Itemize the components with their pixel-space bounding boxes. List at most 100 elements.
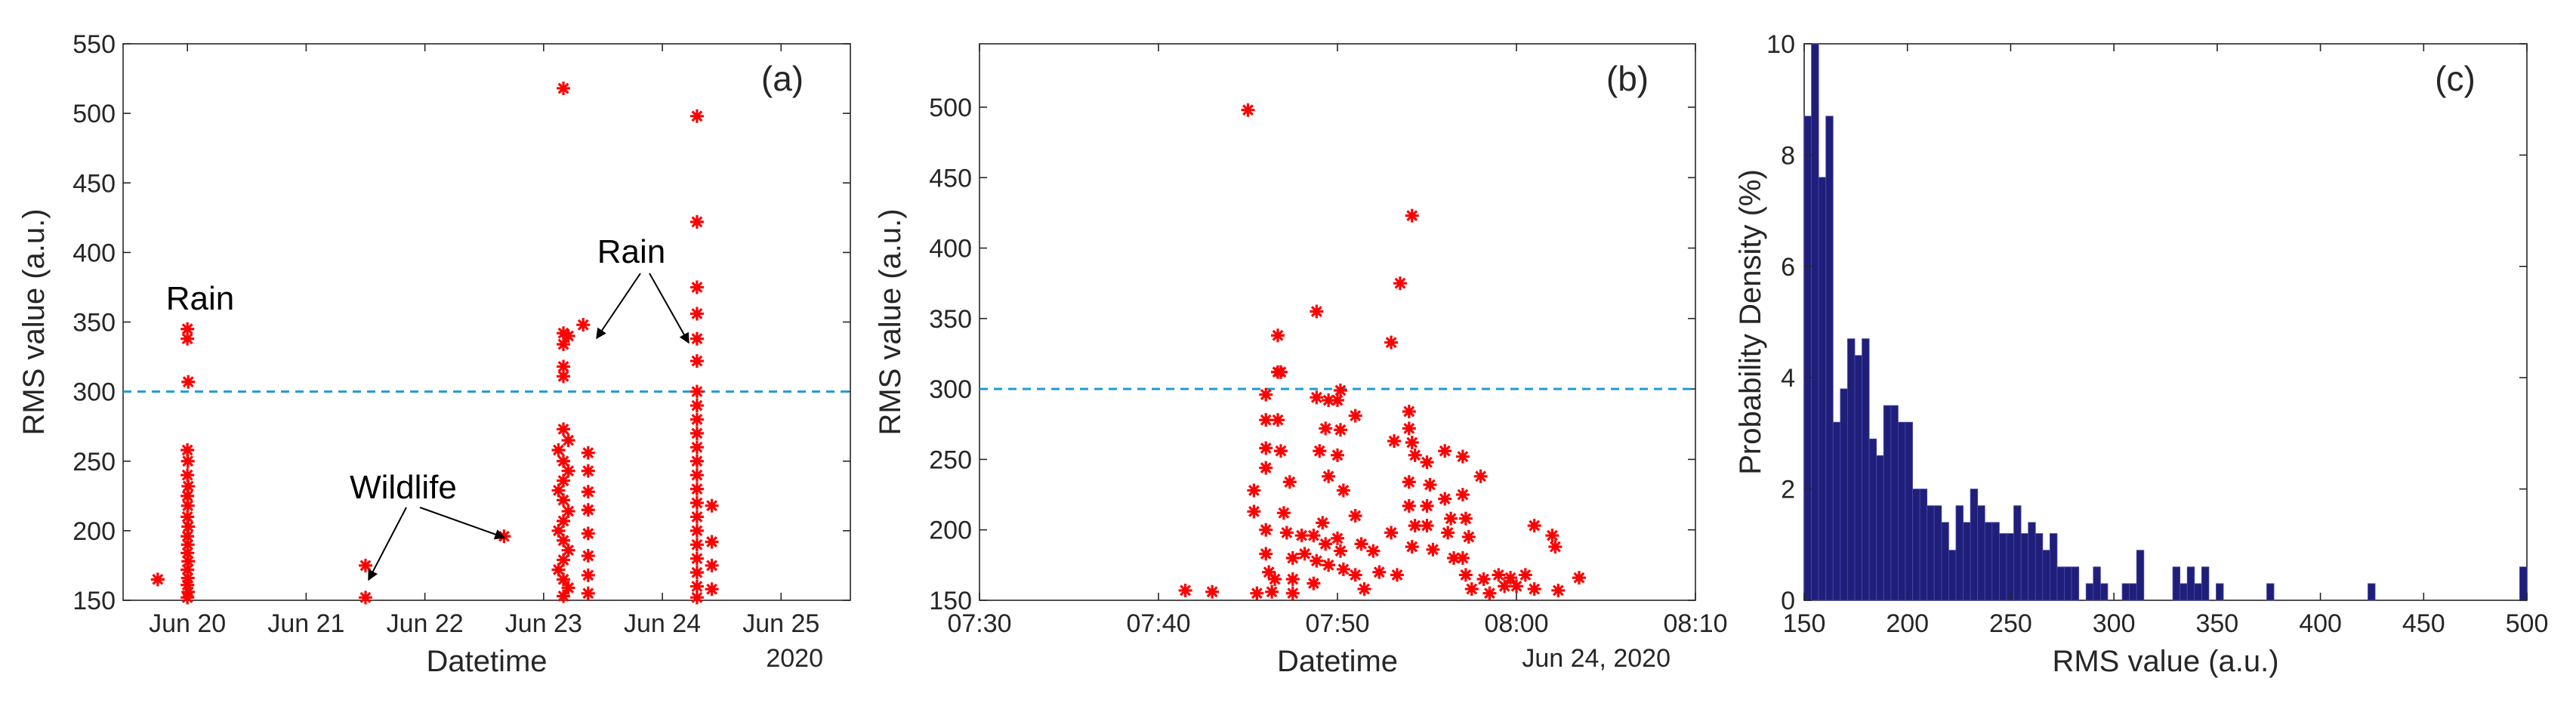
data-point	[1331, 531, 1344, 545]
data-point	[1310, 390, 1324, 405]
data-point	[180, 498, 195, 513]
y-axis-label: RMS value (a.u.)	[874, 208, 907, 435]
data-point	[180, 443, 195, 458]
panel-c: 0 2 4 6 8 10 150 200 250 300 350 400 450 500 (c) RMS va…	[1734, 30, 2548, 678]
data-point	[557, 513, 571, 528]
data-point	[1464, 582, 1479, 597]
y-axis-label: RMS value (a.u.)	[17, 208, 51, 435]
data-point	[1259, 413, 1273, 427]
data-point	[557, 454, 571, 468]
data-point	[1402, 421, 1416, 436]
data-point	[181, 479, 196, 493]
histogram-bar	[1919, 489, 1928, 601]
data-point	[690, 566, 704, 580]
y-tick-label: 200	[929, 516, 972, 545]
panel-label: (c)	[2435, 59, 2476, 98]
panel-a-plot-frame	[122, 43, 851, 601]
histogram-bar	[1905, 421, 1913, 601]
data-point	[1259, 441, 1273, 455]
data-point	[1307, 529, 1321, 543]
data-point	[1265, 584, 1279, 599]
data-point	[1527, 519, 1541, 533]
data-point	[1271, 413, 1285, 427]
x-tick-label: 07:50	[1305, 609, 1369, 638]
y-tick-label: 150	[72, 587, 116, 615]
histogram-bar	[2093, 566, 2101, 601]
data-point	[180, 546, 195, 560]
x-axis-label: Datetime	[426, 645, 547, 678]
data-point	[1458, 568, 1473, 582]
x-tick-label: 07:30	[947, 609, 1011, 638]
data-point	[181, 375, 196, 389]
data-point	[1271, 328, 1285, 343]
data-point	[1205, 584, 1220, 599]
data-point	[1336, 483, 1350, 498]
data-point	[1241, 103, 1255, 117]
histogram-bar	[2020, 533, 2029, 601]
histogram-bar	[2121, 583, 2130, 601]
data-point	[581, 549, 595, 563]
data-point	[1473, 469, 1488, 483]
data-point	[1444, 511, 1458, 526]
data-point	[180, 529, 195, 544]
data-point	[1455, 488, 1470, 502]
annotation-arrow	[419, 507, 506, 540]
histogram-bar	[1941, 522, 1949, 601]
data-point	[1455, 449, 1470, 464]
data-point	[1262, 565, 1276, 579]
data-point	[1372, 565, 1387, 579]
histogram-bar	[1818, 177, 1827, 601]
data-point	[581, 586, 595, 600]
data-point	[1384, 526, 1399, 540]
data-point	[1331, 448, 1344, 462]
data-point	[581, 568, 595, 582]
data-point	[690, 482, 704, 496]
data-point	[1408, 448, 1422, 462]
data-point	[576, 318, 591, 332]
panel-label: (b)	[1606, 59, 1649, 98]
x-tick-label: Jun 20	[149, 609, 226, 638]
histogram-bar	[1840, 388, 1848, 601]
histogram-bar	[2035, 533, 2044, 601]
x-tick-label: 200	[1886, 609, 1929, 638]
data-point	[1333, 544, 1347, 558]
y-tick-label: 150	[929, 587, 972, 615]
x-tick-label: 250	[1989, 609, 2032, 638]
histogram-bar	[1876, 455, 1884, 601]
data-point	[1357, 582, 1371, 597]
histogram-bar	[2136, 550, 2145, 601]
data-point	[1402, 404, 1416, 418]
data-point	[1393, 276, 1407, 291]
data-point	[1438, 492, 1452, 506]
data-point	[1420, 519, 1434, 533]
data-point	[1504, 571, 1518, 585]
data-point	[1426, 542, 1440, 556]
y-tick-label: 500	[72, 100, 116, 128]
x-tick-label: 08:10	[1663, 609, 1727, 638]
histogram-bar	[2099, 583, 2109, 601]
histogram-bar	[1854, 355, 1862, 601]
data-point	[690, 307, 704, 321]
histogram-bar	[2071, 566, 2080, 601]
x-tick-label: Jun 24	[624, 609, 701, 638]
data-point	[180, 538, 195, 552]
data-point	[690, 384, 704, 399]
data-point	[1310, 304, 1324, 319]
data-point	[551, 483, 566, 498]
histogram-bar	[1803, 116, 1812, 601]
data-point	[690, 510, 704, 524]
data-point	[690, 331, 704, 346]
data-point	[690, 214, 704, 229]
data-point	[557, 553, 571, 567]
x-axis-label: RMS value (a.u.)	[2052, 645, 2278, 678]
x-secondary-label: 2020	[766, 644, 823, 673]
x-tick-label: Jun 25	[742, 609, 819, 638]
panel-b: 150 200 250 300 350 400 450 500 07:30 07:40 07:50 0…	[874, 43, 1728, 678]
data-point	[690, 440, 704, 455]
x-tick-label: 08:00	[1484, 609, 1548, 638]
panel-label: (a)	[761, 59, 804, 98]
data-point	[1551, 583, 1566, 597]
x-tick-label: 350	[2195, 609, 2238, 638]
data-point	[1322, 558, 1336, 572]
